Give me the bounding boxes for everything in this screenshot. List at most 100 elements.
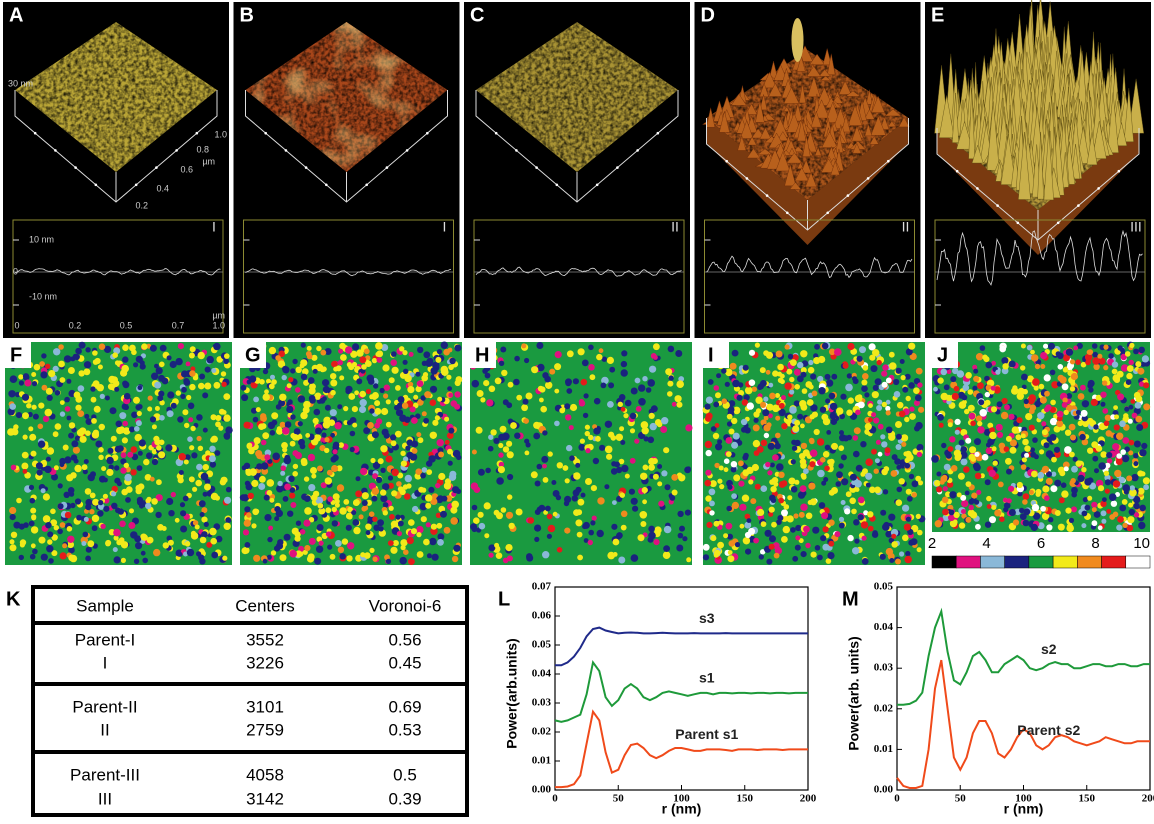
voronoi-cell xyxy=(758,554,764,560)
voronoi-cell xyxy=(367,422,374,429)
voronoi-cell xyxy=(324,404,331,411)
surface-spike xyxy=(794,167,809,182)
voronoi-cell xyxy=(596,353,603,361)
voronoi-cell xyxy=(159,344,167,352)
voronoi-cell xyxy=(834,348,842,356)
voronoi-cell xyxy=(654,419,662,426)
voronoi-cell xyxy=(836,471,843,479)
voronoi-cell xyxy=(345,388,351,395)
axis-dot xyxy=(405,149,409,152)
voronoi-cell xyxy=(161,526,167,531)
voronoi-cell xyxy=(904,555,912,564)
voronoi-cell xyxy=(42,415,50,423)
voronoi-cell xyxy=(484,533,490,539)
voronoi-cell xyxy=(537,363,545,372)
voronoi-cell xyxy=(506,451,514,459)
voronoi-cell xyxy=(106,468,114,476)
voronoi-cell xyxy=(282,496,289,502)
voronoi-cell xyxy=(904,416,910,423)
voronoi-cell xyxy=(153,548,161,557)
voronoi-cell xyxy=(736,394,743,401)
table-cell: Parent-I xyxy=(75,630,135,649)
voronoi-cell xyxy=(1071,506,1077,513)
panel-label: D xyxy=(701,4,715,26)
voronoi-cell xyxy=(1022,519,1030,527)
voronoi-cell xyxy=(339,553,346,560)
voronoi-cell xyxy=(190,366,196,372)
voronoi-cell xyxy=(443,482,452,490)
voronoi-cell xyxy=(873,468,879,474)
voronoi-cell xyxy=(190,425,196,432)
voronoi-cell xyxy=(984,521,992,528)
voronoi-cell xyxy=(590,520,596,526)
voronoi-cell xyxy=(854,538,860,544)
voronoi-cell xyxy=(36,469,43,476)
voronoi-cell xyxy=(1133,461,1139,467)
voronoi-cell xyxy=(931,455,939,463)
voronoi-cell xyxy=(13,521,21,529)
voronoi-cell xyxy=(124,473,132,482)
voronoi-cell xyxy=(808,482,816,490)
voronoi-cell xyxy=(385,558,392,565)
voronoi-cell xyxy=(545,381,553,389)
voronoi-cell xyxy=(502,446,510,453)
voronoi-cell xyxy=(324,348,332,355)
voronoi-cell xyxy=(319,445,326,452)
voronoi-cell xyxy=(70,472,77,479)
surface-spike xyxy=(783,86,800,104)
axis-dot xyxy=(94,183,98,187)
voronoi-cell xyxy=(1069,359,1076,365)
voronoi-cell xyxy=(606,453,613,460)
surface-spike xyxy=(737,135,747,151)
voronoi-cell xyxy=(399,346,405,352)
voronoi-cell xyxy=(746,466,754,474)
voronoi-cell xyxy=(757,384,763,391)
voronoi-cell xyxy=(240,384,247,391)
voronoi-cell xyxy=(272,452,281,461)
voronoi-cell xyxy=(902,504,910,512)
voronoi-cell xyxy=(129,344,136,352)
voronoi-cell xyxy=(1032,378,1040,386)
voronoi-cell xyxy=(251,407,258,414)
voronoi-cell xyxy=(1071,465,1078,473)
voronoi-cell xyxy=(406,439,414,447)
voronoi-cell xyxy=(1117,345,1123,351)
voronoi-cell xyxy=(371,431,379,439)
voronoi-cell xyxy=(752,424,760,432)
voronoi-cell xyxy=(1024,452,1030,458)
voronoi-cell xyxy=(763,424,771,432)
voronoi-cell xyxy=(968,504,974,511)
profile-label: 0.7 xyxy=(172,320,185,330)
voronoi-cell xyxy=(395,409,404,417)
voronoi-cell xyxy=(449,357,456,365)
voronoi-cell xyxy=(974,438,981,446)
voronoi-cell xyxy=(1143,403,1151,411)
voronoi-cell xyxy=(30,507,37,514)
voronoi-cell xyxy=(113,535,119,541)
voronoi-cell xyxy=(978,399,985,406)
voronoi-cell xyxy=(995,423,1003,431)
voronoi-cell xyxy=(819,406,827,413)
voronoi-cell xyxy=(76,514,82,521)
y-axis-label: Power(arb. units) xyxy=(846,636,862,750)
voronoi-cell xyxy=(853,450,860,458)
voronoi-cell xyxy=(454,391,461,398)
voronoi-cell xyxy=(401,402,409,409)
voronoi-cell xyxy=(865,458,873,467)
voronoi-cell xyxy=(776,463,784,471)
voronoi-cell xyxy=(57,528,63,535)
voronoi-cell xyxy=(905,516,912,522)
voronoi-cell xyxy=(409,406,416,413)
voronoi-cell xyxy=(1041,429,1048,436)
axis-dot xyxy=(33,131,37,135)
voronoi-cell xyxy=(795,535,801,541)
voronoi-cell xyxy=(352,343,360,351)
voronoi-cell xyxy=(339,507,347,515)
voronoi-cell xyxy=(67,487,75,494)
voronoi-cell xyxy=(579,438,586,444)
voronoi-cell xyxy=(634,377,641,384)
voronoi-cell xyxy=(1053,446,1061,453)
voronoi-cell xyxy=(534,524,542,532)
surface-spike xyxy=(759,94,768,111)
voronoi-cell xyxy=(981,453,989,461)
